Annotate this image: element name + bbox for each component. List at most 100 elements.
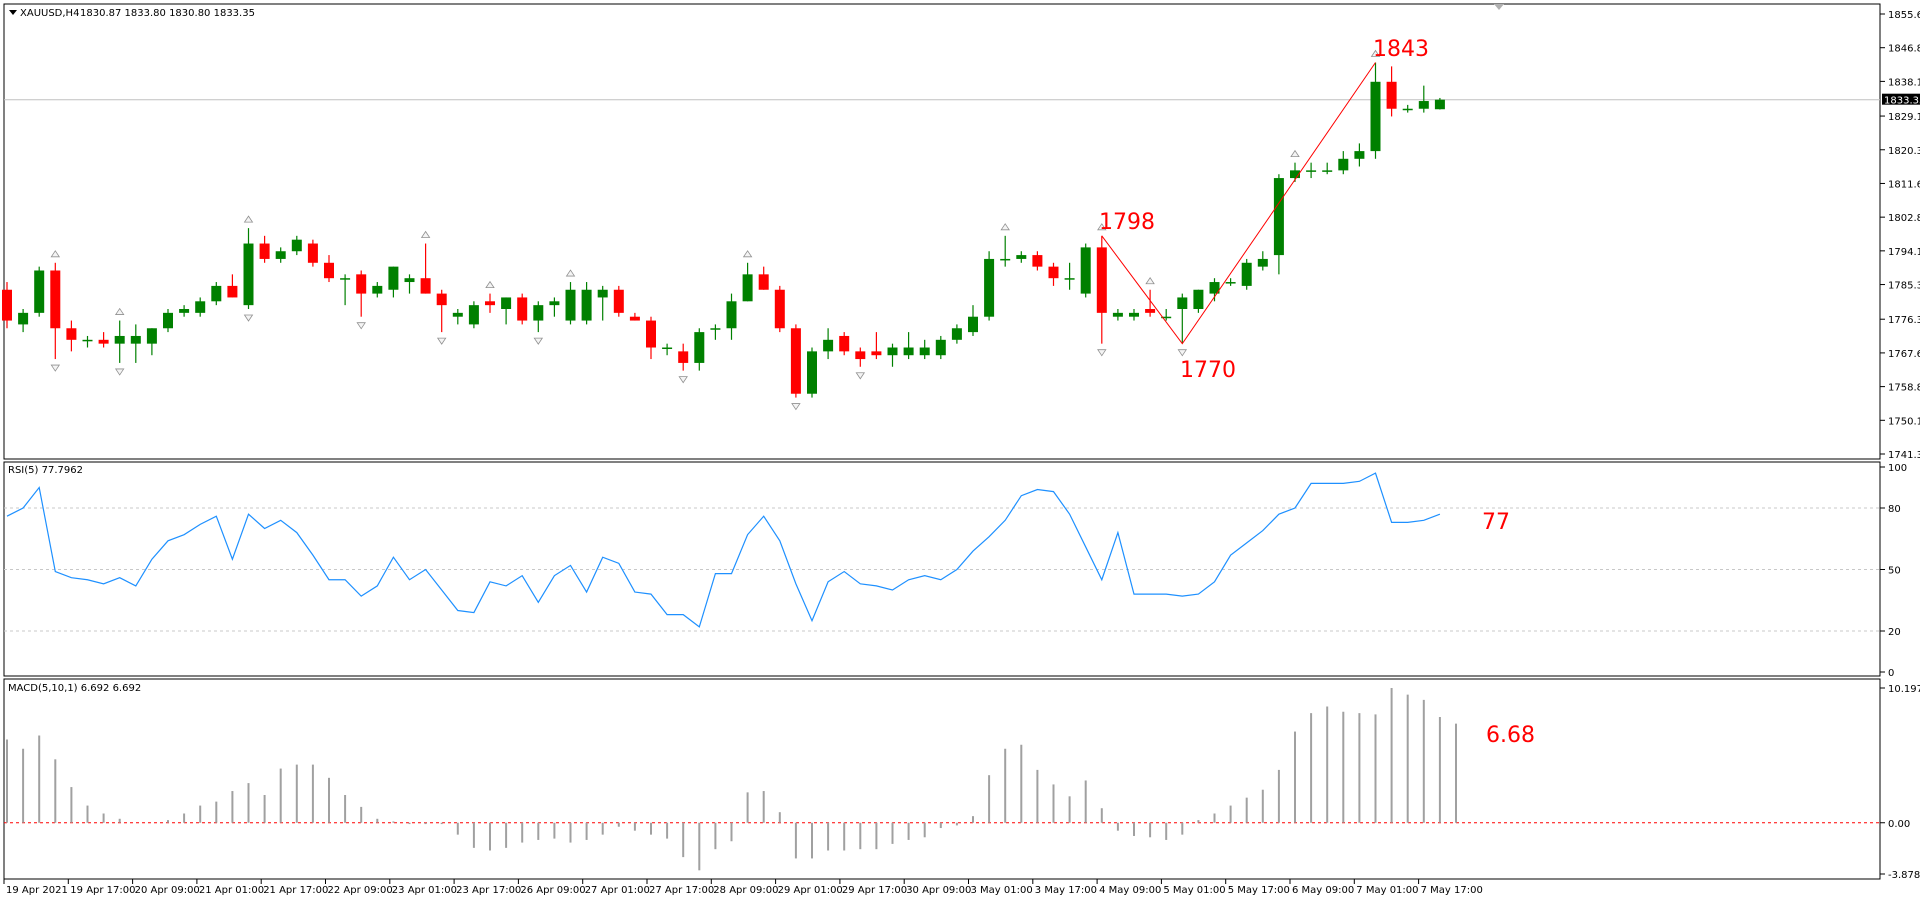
time-tick-label: 21 Apr 17:00: [263, 885, 328, 896]
bull-candle: [1370, 81, 1381, 152]
time-tick-label: 3 May 01:00: [971, 885, 1033, 896]
time-axis: 19 Apr 2021 19 Apr 17:00 20 Apr 09:00 21 Ap…: [3, 879, 1483, 896]
bull-candle: [34, 270, 45, 313]
time-tick-label: 27 Apr 01:00: [585, 885, 650, 896]
bull-candle: [501, 297, 512, 310]
fractal-up-icon: [114, 307, 125, 315]
bull-candle: [1273, 178, 1284, 256]
price-tick-label: 1811.60: [1888, 179, 1920, 190]
high-label: 1843: [1373, 37, 1429, 62]
bull-candle: [452, 312, 463, 317]
bull-candle: [468, 305, 479, 325]
bull-candle: [1129, 312, 1139, 317]
bull-candle: [1257, 258, 1268, 267]
bear-candle: [758, 274, 769, 290]
bull-candle: [1225, 282, 1236, 284]
bear-candle: [839, 335, 850, 352]
current-price-tag: 1833.35: [1882, 93, 1920, 107]
fractal-down-icon: [243, 314, 254, 322]
rsi-tick-label: 50: [1888, 566, 1901, 577]
chart-shift-marker-icon[interactable]: [1494, 4, 1504, 10]
bull-candle: [243, 243, 254, 306]
bull-candle: [533, 305, 544, 321]
bull-candle: [919, 347, 930, 356]
bear-candle: [227, 285, 238, 298]
swing-low-label: 1770: [1180, 358, 1236, 383]
bull-candle: [662, 347, 673, 350]
bull-candle: [1354, 151, 1365, 159]
price-axis: 1855.60 1846.85 1838.10 1829.10 1820.35 1811.…: [1880, 10, 1920, 461]
bull-candle: [1322, 170, 1333, 172]
bull-candle: [1209, 282, 1220, 294]
bear-candle: [324, 262, 334, 279]
fractal-up-icon: [50, 250, 61, 258]
price-tick-label: 1802.85: [1888, 213, 1920, 224]
bull-candle: [1306, 170, 1317, 172]
rsi-layer: [6, 472, 1441, 628]
bull-candle: [340, 278, 351, 280]
macd-tick-label: -3.878: [1888, 870, 1920, 881]
time-tick-label: 29 Apr 01:00: [778, 885, 843, 896]
fractal-down-icon: [1097, 349, 1107, 357]
bull-candle: [565, 289, 576, 321]
time-tick-label: 7 May 17:00: [1421, 885, 1483, 896]
fractal-down-icon: [791, 403, 801, 411]
bear-candle: [420, 278, 431, 294]
bull-candle: [549, 301, 560, 306]
bull-candle: [951, 328, 962, 340]
bear-candle: [1386, 81, 1397, 109]
price-tick-label: 1829.10: [1888, 112, 1920, 123]
symbol-dropdown-icon[interactable]: [9, 10, 17, 15]
bear-candle: [1048, 266, 1059, 279]
bear-candle: [629, 316, 640, 321]
bull-candle: [275, 251, 286, 259]
macd-panel-frame: [3, 678, 1881, 880]
bull-candle: [179, 309, 190, 313]
price-tick-label: 1741.35: [1888, 450, 1920, 461]
fractal-up-icon: [1145, 277, 1155, 285]
rsi-title: RSI(5) 77.7962: [8, 465, 83, 476]
bull-candle: [887, 347, 898, 356]
fractal-up-icon: [565, 269, 576, 277]
time-tick-label: 26 Apr 09:00: [520, 885, 585, 896]
bull-candle: [82, 339, 93, 342]
time-tick-label: 22 Apr 09:00: [328, 885, 393, 896]
time-tick-label: 4 May 09:00: [1099, 885, 1161, 896]
price-tick-label: 1776.35: [1888, 315, 1920, 326]
time-tick-label: 6 May 09:00: [1292, 885, 1354, 896]
bull-candle: [163, 312, 173, 329]
bull-candle: [404, 278, 415, 283]
bull-candle: [1112, 312, 1123, 317]
bull-candle: [1241, 262, 1252, 286]
bear-candle: [774, 289, 785, 329]
fractal-down-icon: [533, 337, 544, 345]
bull-candle: [388, 266, 399, 290]
rsi-axis: 100 80 50 20 0: [1880, 463, 1907, 679]
time-tick-label: 19 Apr 17:00: [70, 885, 135, 896]
rsi-line: [6, 472, 1441, 628]
bull-candle: [1418, 101, 1429, 109]
bull-candle: [807, 351, 817, 394]
rsi-tick-label: 80: [1888, 504, 1901, 515]
rsi-tick-label: 20: [1888, 627, 1901, 638]
bear-candle: [517, 297, 528, 321]
fractal-down-icon: [356, 322, 366, 330]
bull-candle: [211, 285, 222, 302]
bear-candle: [855, 351, 866, 360]
bear-candle: [678, 351, 689, 363]
fractal-up-icon: [243, 215, 254, 223]
bull-candle: [984, 258, 995, 317]
bear-candle: [66, 328, 77, 340]
fractal-down-icon: [114, 368, 125, 376]
fractal-up-icon: [1097, 223, 1107, 231]
bull-candle: [1177, 297, 1188, 310]
bear-candle: [646, 320, 656, 348]
rsi-value-label: 77: [1482, 510, 1510, 535]
bull-candle: [372, 285, 383, 294]
bear-candle: [307, 243, 318, 263]
bull-candle: [1290, 170, 1300, 179]
bull-candle: [114, 335, 125, 344]
bear-candle: [790, 328, 801, 394]
time-tick-label: 27 Apr 17:00: [649, 885, 714, 896]
